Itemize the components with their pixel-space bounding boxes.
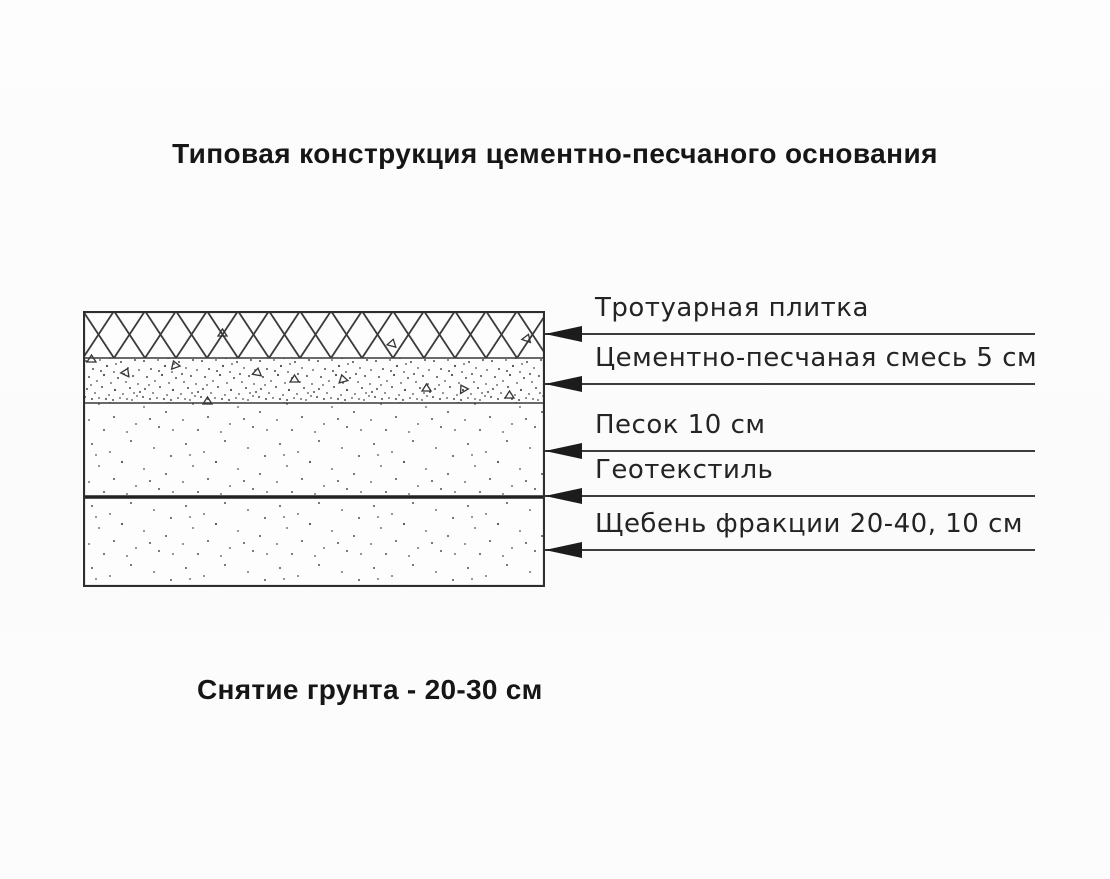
- leader-line: [545, 333, 1035, 335]
- callout-paving-tile: Тротуарная плитка: [545, 287, 1037, 342]
- callout-cement-sand-mix: Цементно-песчаная смесь 5 см: [545, 337, 1038, 392]
- layer-paving-tile: [84, 311, 544, 358]
- leader-line: [545, 495, 1035, 497]
- leader-line: [545, 450, 1035, 452]
- leader-line: [545, 383, 1035, 385]
- callout-crushed-stone: Щебень фракции 20-40, 10 см: [545, 503, 1037, 558]
- leader-arrow-icon: [545, 376, 582, 392]
- leader-arrow-icon: [545, 443, 582, 459]
- callout-label: Цементно-песчаная смесь 5 см: [595, 343, 1038, 373]
- soil-removal-note: Снятие грунта - 20-30 см: [197, 674, 543, 705]
- leader-line: [545, 549, 1035, 551]
- callout-label: Тротуарная плитка: [595, 293, 869, 323]
- layer-crushed-stone: [84, 327, 544, 586]
- layer-cement-sand-mix: [84, 358, 544, 403]
- callout-label: Песок 10 см: [595, 410, 766, 440]
- cross-section-drawing: [83, 311, 545, 587]
- page-title: Типовая конструкция цементно-песчаного о…: [172, 138, 938, 169]
- callout-geotextile: Геотекстиль: [545, 449, 1037, 504]
- section-border: [83, 311, 545, 587]
- layer-sand: [84, 403, 544, 497]
- callout-sand: Песок 10 см: [545, 404, 1037, 459]
- leader-arrow-icon: [545, 542, 582, 558]
- leader-arrow-icon: [545, 488, 582, 504]
- callout-label: Геотекстиль: [595, 455, 774, 485]
- leader-arrow-icon: [545, 326, 582, 342]
- callout-label: Щебень фракции 20-40, 10 см: [595, 509, 1024, 539]
